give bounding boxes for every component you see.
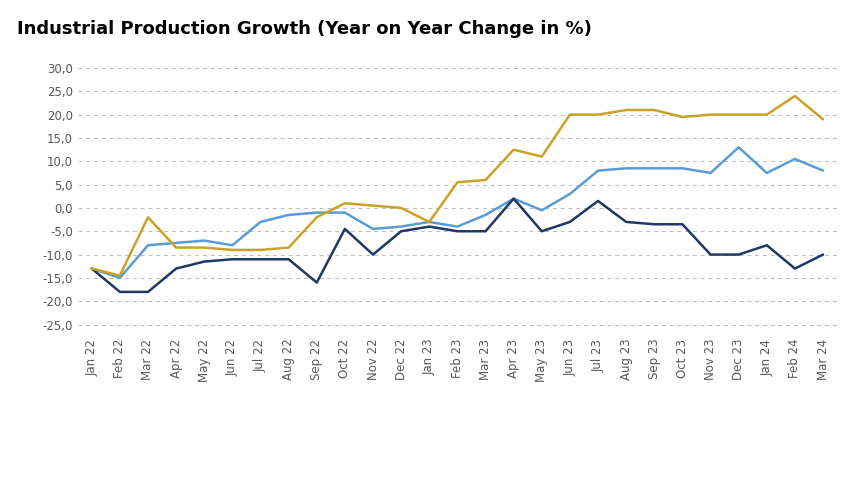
- Text: Industrial Production Growth (Year on Year Change in %): Industrial Production Growth (Year on Ye…: [17, 20, 592, 38]
